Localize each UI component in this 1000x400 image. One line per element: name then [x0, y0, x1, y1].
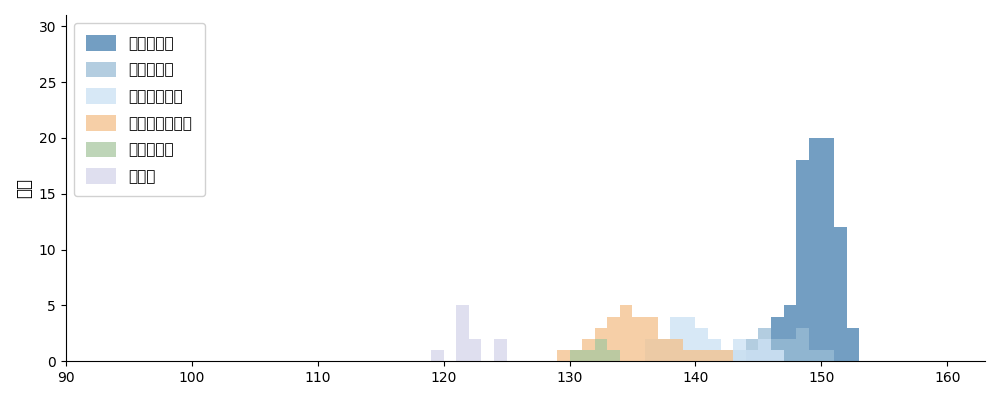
Bar — [607, 316, 620, 361]
Bar — [834, 227, 847, 361]
Bar — [431, 350, 444, 361]
Bar — [758, 339, 771, 361]
Bar — [683, 350, 695, 361]
Bar — [746, 350, 758, 361]
Bar — [721, 350, 733, 361]
Bar — [670, 316, 683, 361]
Bar — [784, 306, 796, 361]
Bar — [570, 350, 582, 361]
Bar — [809, 138, 821, 361]
Bar — [557, 350, 570, 361]
Bar — [469, 339, 481, 361]
Bar — [733, 339, 746, 361]
Bar — [733, 350, 746, 361]
Bar — [796, 328, 809, 361]
Bar — [595, 339, 607, 361]
Bar — [721, 350, 733, 361]
Bar — [708, 350, 721, 361]
Bar — [570, 350, 582, 361]
Bar — [708, 339, 721, 361]
Bar — [695, 328, 708, 361]
Bar — [620, 306, 632, 361]
Bar — [746, 350, 758, 361]
Bar — [658, 339, 670, 361]
Bar — [645, 316, 658, 361]
Bar — [821, 350, 834, 361]
Bar — [456, 306, 469, 361]
Bar — [821, 138, 834, 361]
Bar — [582, 350, 595, 361]
Bar — [582, 339, 595, 361]
Y-axis label: 球数: 球数 — [15, 178, 33, 198]
Bar — [746, 339, 758, 361]
Bar — [670, 339, 683, 361]
Bar — [645, 339, 658, 361]
Bar — [784, 339, 796, 361]
Bar — [758, 328, 771, 361]
Bar — [809, 350, 821, 361]
Bar — [758, 339, 771, 361]
Bar — [683, 316, 695, 361]
Bar — [771, 339, 784, 361]
Bar — [658, 339, 670, 361]
Bar — [632, 316, 645, 361]
Bar — [595, 328, 607, 361]
Bar — [796, 160, 809, 361]
Bar — [695, 350, 708, 361]
Bar — [847, 328, 859, 361]
Legend: ストレート, ツーシーム, カットボール, チェンジアップ, スライダー, カーブ: ストレート, ツーシーム, カットボール, チェンジアップ, スライダー, カー… — [74, 23, 205, 196]
Bar — [607, 350, 620, 361]
Bar — [771, 316, 784, 361]
Bar — [494, 339, 507, 361]
Bar — [771, 350, 784, 361]
